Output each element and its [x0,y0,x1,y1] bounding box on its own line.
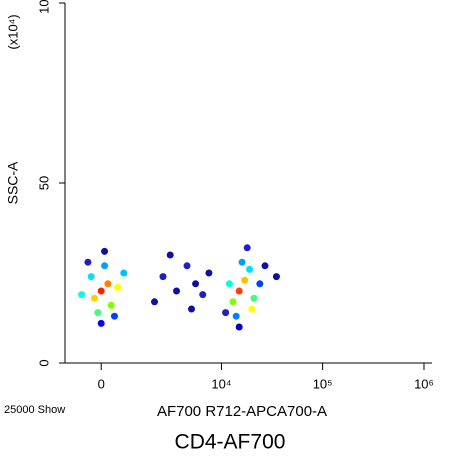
point [246,265,254,273]
point [225,280,233,288]
point [90,294,98,302]
y-tick-label: 100 [36,0,51,14]
point [199,291,207,299]
x-axis-label: AF700 R712-APCA700-A [157,403,327,420]
point [241,276,249,284]
point [192,280,200,288]
point [187,305,195,313]
point [261,262,269,270]
point [166,251,174,259]
x-tick-label: 10⁵ [313,376,333,391]
point [87,273,95,281]
y-tick-label: 50 [36,176,51,190]
point [173,287,181,295]
point [107,301,115,309]
point [97,287,105,295]
x-tick-label: 0 [98,376,105,391]
point [229,298,237,306]
point [183,262,191,270]
point [84,258,92,266]
point [151,298,159,306]
point [243,244,251,252]
point [248,305,256,313]
x-tick-label: 10⁶ [414,376,434,391]
point [101,262,109,270]
point [114,283,122,291]
event-note: 25000 Show [4,404,65,416]
point [235,287,243,295]
point [101,247,109,255]
x-tick-label: 10⁴ [211,376,231,391]
point [232,312,240,320]
point [97,319,105,327]
point [235,323,243,331]
point [205,269,213,277]
point [110,312,118,320]
y-tick-label: 0 [36,359,51,366]
point [238,258,246,266]
point [94,309,102,317]
point [250,294,258,302]
y-unit: (x10⁴) [5,14,20,49]
point [120,269,128,277]
point [78,291,86,299]
point [159,273,167,281]
y-axis-label: SSC-A [5,161,21,204]
point [222,309,230,317]
point [104,280,112,288]
point [256,280,264,288]
chart-title: CD4-AF700 [175,431,286,454]
point [272,273,280,281]
